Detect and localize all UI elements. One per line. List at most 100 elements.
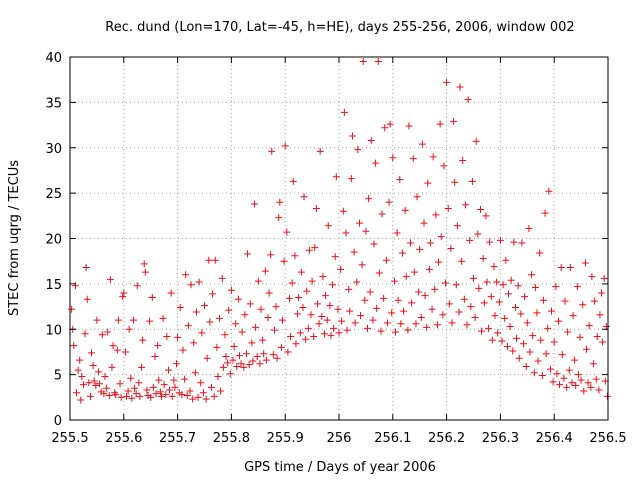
- data-point: [335, 329, 343, 337]
- data-point: [409, 155, 417, 163]
- data-point: [334, 305, 342, 313]
- data-point: [531, 284, 539, 292]
- data-point: [455, 308, 463, 316]
- data-point: [139, 336, 147, 344]
- x-axis-label: GPS time / Days of year 2006: [244, 460, 436, 475]
- data-point: [470, 274, 477, 282]
- data-point: [565, 366, 573, 374]
- data-point: [112, 391, 120, 399]
- data-point: [365, 195, 373, 203]
- data-point: [600, 274, 608, 282]
- data-point: [183, 391, 191, 399]
- data-point: [313, 300, 321, 308]
- data-point: [251, 200, 259, 208]
- data-point: [343, 326, 351, 334]
- data-point: [168, 392, 176, 400]
- data-point: [213, 343, 221, 351]
- data-point: [148, 293, 156, 301]
- data-point: [201, 302, 208, 310]
- data-point: [268, 147, 276, 155]
- data-point: [398, 249, 406, 257]
- data-point: [122, 392, 130, 400]
- data-point: [241, 311, 249, 319]
- data-point: [595, 386, 603, 394]
- data-point: [515, 354, 523, 362]
- data-point: [113, 346, 121, 354]
- data-point: [397, 320, 405, 328]
- data-point: [83, 295, 91, 303]
- data-point: [86, 392, 94, 400]
- data-point: [390, 277, 398, 285]
- data-point: [192, 308, 200, 316]
- data-point: [240, 363, 248, 371]
- data-point: [592, 375, 600, 383]
- data-point: [178, 391, 186, 399]
- data-point: [149, 383, 157, 391]
- data-point: [232, 320, 240, 328]
- data-point: [428, 305, 436, 313]
- data-point: [517, 310, 525, 318]
- grid: [70, 57, 608, 420]
- data-point: [501, 314, 509, 322]
- y-tick-label: 40: [45, 51, 62, 66]
- data-point: [490, 263, 498, 271]
- data-point: [120, 289, 128, 297]
- data-point: [347, 175, 355, 183]
- data-point: [320, 330, 328, 338]
- data-point: [261, 267, 269, 275]
- data-point: [262, 356, 270, 364]
- y-tick-label: 15: [45, 278, 62, 293]
- y-tick-label: 0: [54, 414, 62, 429]
- data-point: [323, 316, 331, 324]
- data-point: [124, 387, 132, 395]
- data-point: [304, 324, 312, 332]
- data-point: [332, 173, 340, 181]
- data-point: [146, 317, 154, 325]
- data-point: [249, 357, 257, 365]
- data-point: [281, 142, 289, 150]
- data-point: [211, 256, 219, 264]
- data-point: [401, 206, 409, 214]
- data-point: [472, 137, 480, 145]
- data-point: [373, 304, 381, 312]
- data-point: [302, 335, 310, 343]
- data-point: [474, 230, 482, 238]
- data-point: [599, 338, 607, 346]
- data-point: [596, 311, 604, 319]
- data-point: [588, 273, 596, 281]
- data-point: [216, 314, 224, 322]
- data-point: [318, 313, 326, 321]
- data-point: [548, 307, 556, 315]
- data-point: [195, 278, 203, 286]
- data-point: [354, 146, 362, 154]
- data-point: [405, 122, 413, 130]
- y-tick-label: 25: [45, 187, 62, 202]
- data-point: [539, 296, 547, 304]
- data-point: [119, 293, 127, 301]
- data-point: [536, 249, 544, 257]
- data-point: [452, 281, 460, 289]
- data-point: [467, 303, 475, 311]
- data-point: [410, 268, 418, 276]
- data-point: [237, 360, 245, 368]
- data-point: [90, 377, 98, 385]
- data-point: [287, 333, 295, 341]
- data-point: [408, 299, 416, 307]
- data-point: [436, 120, 444, 128]
- data-point: [393, 229, 401, 237]
- data-point: [557, 264, 565, 272]
- data-point: [437, 233, 445, 241]
- data-point: [310, 333, 318, 341]
- data-point: [159, 314, 167, 322]
- data-point: [396, 176, 404, 184]
- data-point: [523, 319, 531, 327]
- data-point: [369, 316, 377, 324]
- data-point: [461, 201, 469, 209]
- data-point: [307, 311, 315, 319]
- data-point: [504, 290, 512, 298]
- x-tick-label: 255.8: [213, 431, 250, 446]
- data-point: [289, 177, 297, 185]
- data-point: [233, 362, 241, 370]
- data-point: [483, 278, 491, 286]
- data-point: [357, 312, 365, 320]
